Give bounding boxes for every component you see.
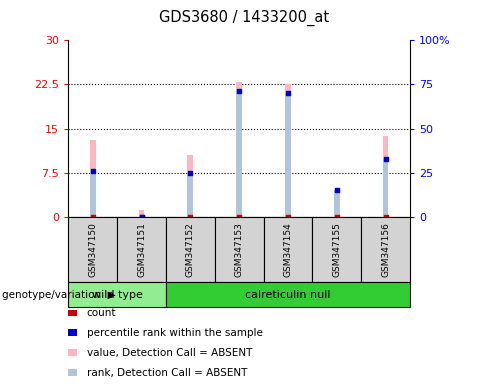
- Text: GSM347150: GSM347150: [88, 222, 97, 277]
- Point: [333, 187, 341, 194]
- Point: [382, 156, 389, 162]
- Text: GSM347155: GSM347155: [332, 222, 341, 277]
- Text: GSM347154: GSM347154: [284, 222, 292, 277]
- Point: [382, 214, 389, 220]
- Text: count: count: [87, 308, 116, 318]
- Point: [89, 214, 97, 220]
- Bar: [90, 171, 96, 217]
- Text: calreticulin null: calreticulin null: [245, 290, 331, 300]
- Text: wild type: wild type: [92, 290, 142, 300]
- Bar: [187, 155, 193, 217]
- Text: GDS3680 / 1433200_at: GDS3680 / 1433200_at: [159, 10, 329, 26]
- Bar: [187, 173, 193, 217]
- Point: [89, 168, 97, 174]
- Bar: [90, 141, 96, 217]
- Text: genotype/variation  ▶: genotype/variation ▶: [2, 290, 116, 300]
- Bar: [334, 206, 340, 217]
- Point: [138, 214, 145, 220]
- Text: GSM347151: GSM347151: [137, 222, 146, 277]
- Bar: [285, 93, 291, 217]
- Bar: [334, 190, 340, 217]
- Point: [138, 214, 145, 220]
- Text: GSM347152: GSM347152: [186, 222, 195, 277]
- Point: [333, 214, 341, 220]
- Point: [186, 214, 194, 220]
- Bar: [285, 84, 291, 217]
- Bar: [383, 136, 388, 217]
- Text: rank, Detection Call = ABSENT: rank, Detection Call = ABSENT: [87, 368, 247, 378]
- Bar: [236, 91, 242, 217]
- Text: GSM347153: GSM347153: [235, 222, 244, 277]
- Point: [284, 90, 292, 96]
- Text: value, Detection Call = ABSENT: value, Detection Call = ABSENT: [87, 348, 252, 358]
- Text: percentile rank within the sample: percentile rank within the sample: [87, 328, 263, 338]
- Point: [235, 88, 243, 94]
- Bar: [236, 81, 242, 217]
- Bar: [383, 159, 388, 217]
- Point: [235, 214, 243, 220]
- Point: [284, 214, 292, 220]
- Text: GSM347156: GSM347156: [381, 222, 390, 277]
- Point: [186, 170, 194, 176]
- Bar: [139, 210, 144, 217]
